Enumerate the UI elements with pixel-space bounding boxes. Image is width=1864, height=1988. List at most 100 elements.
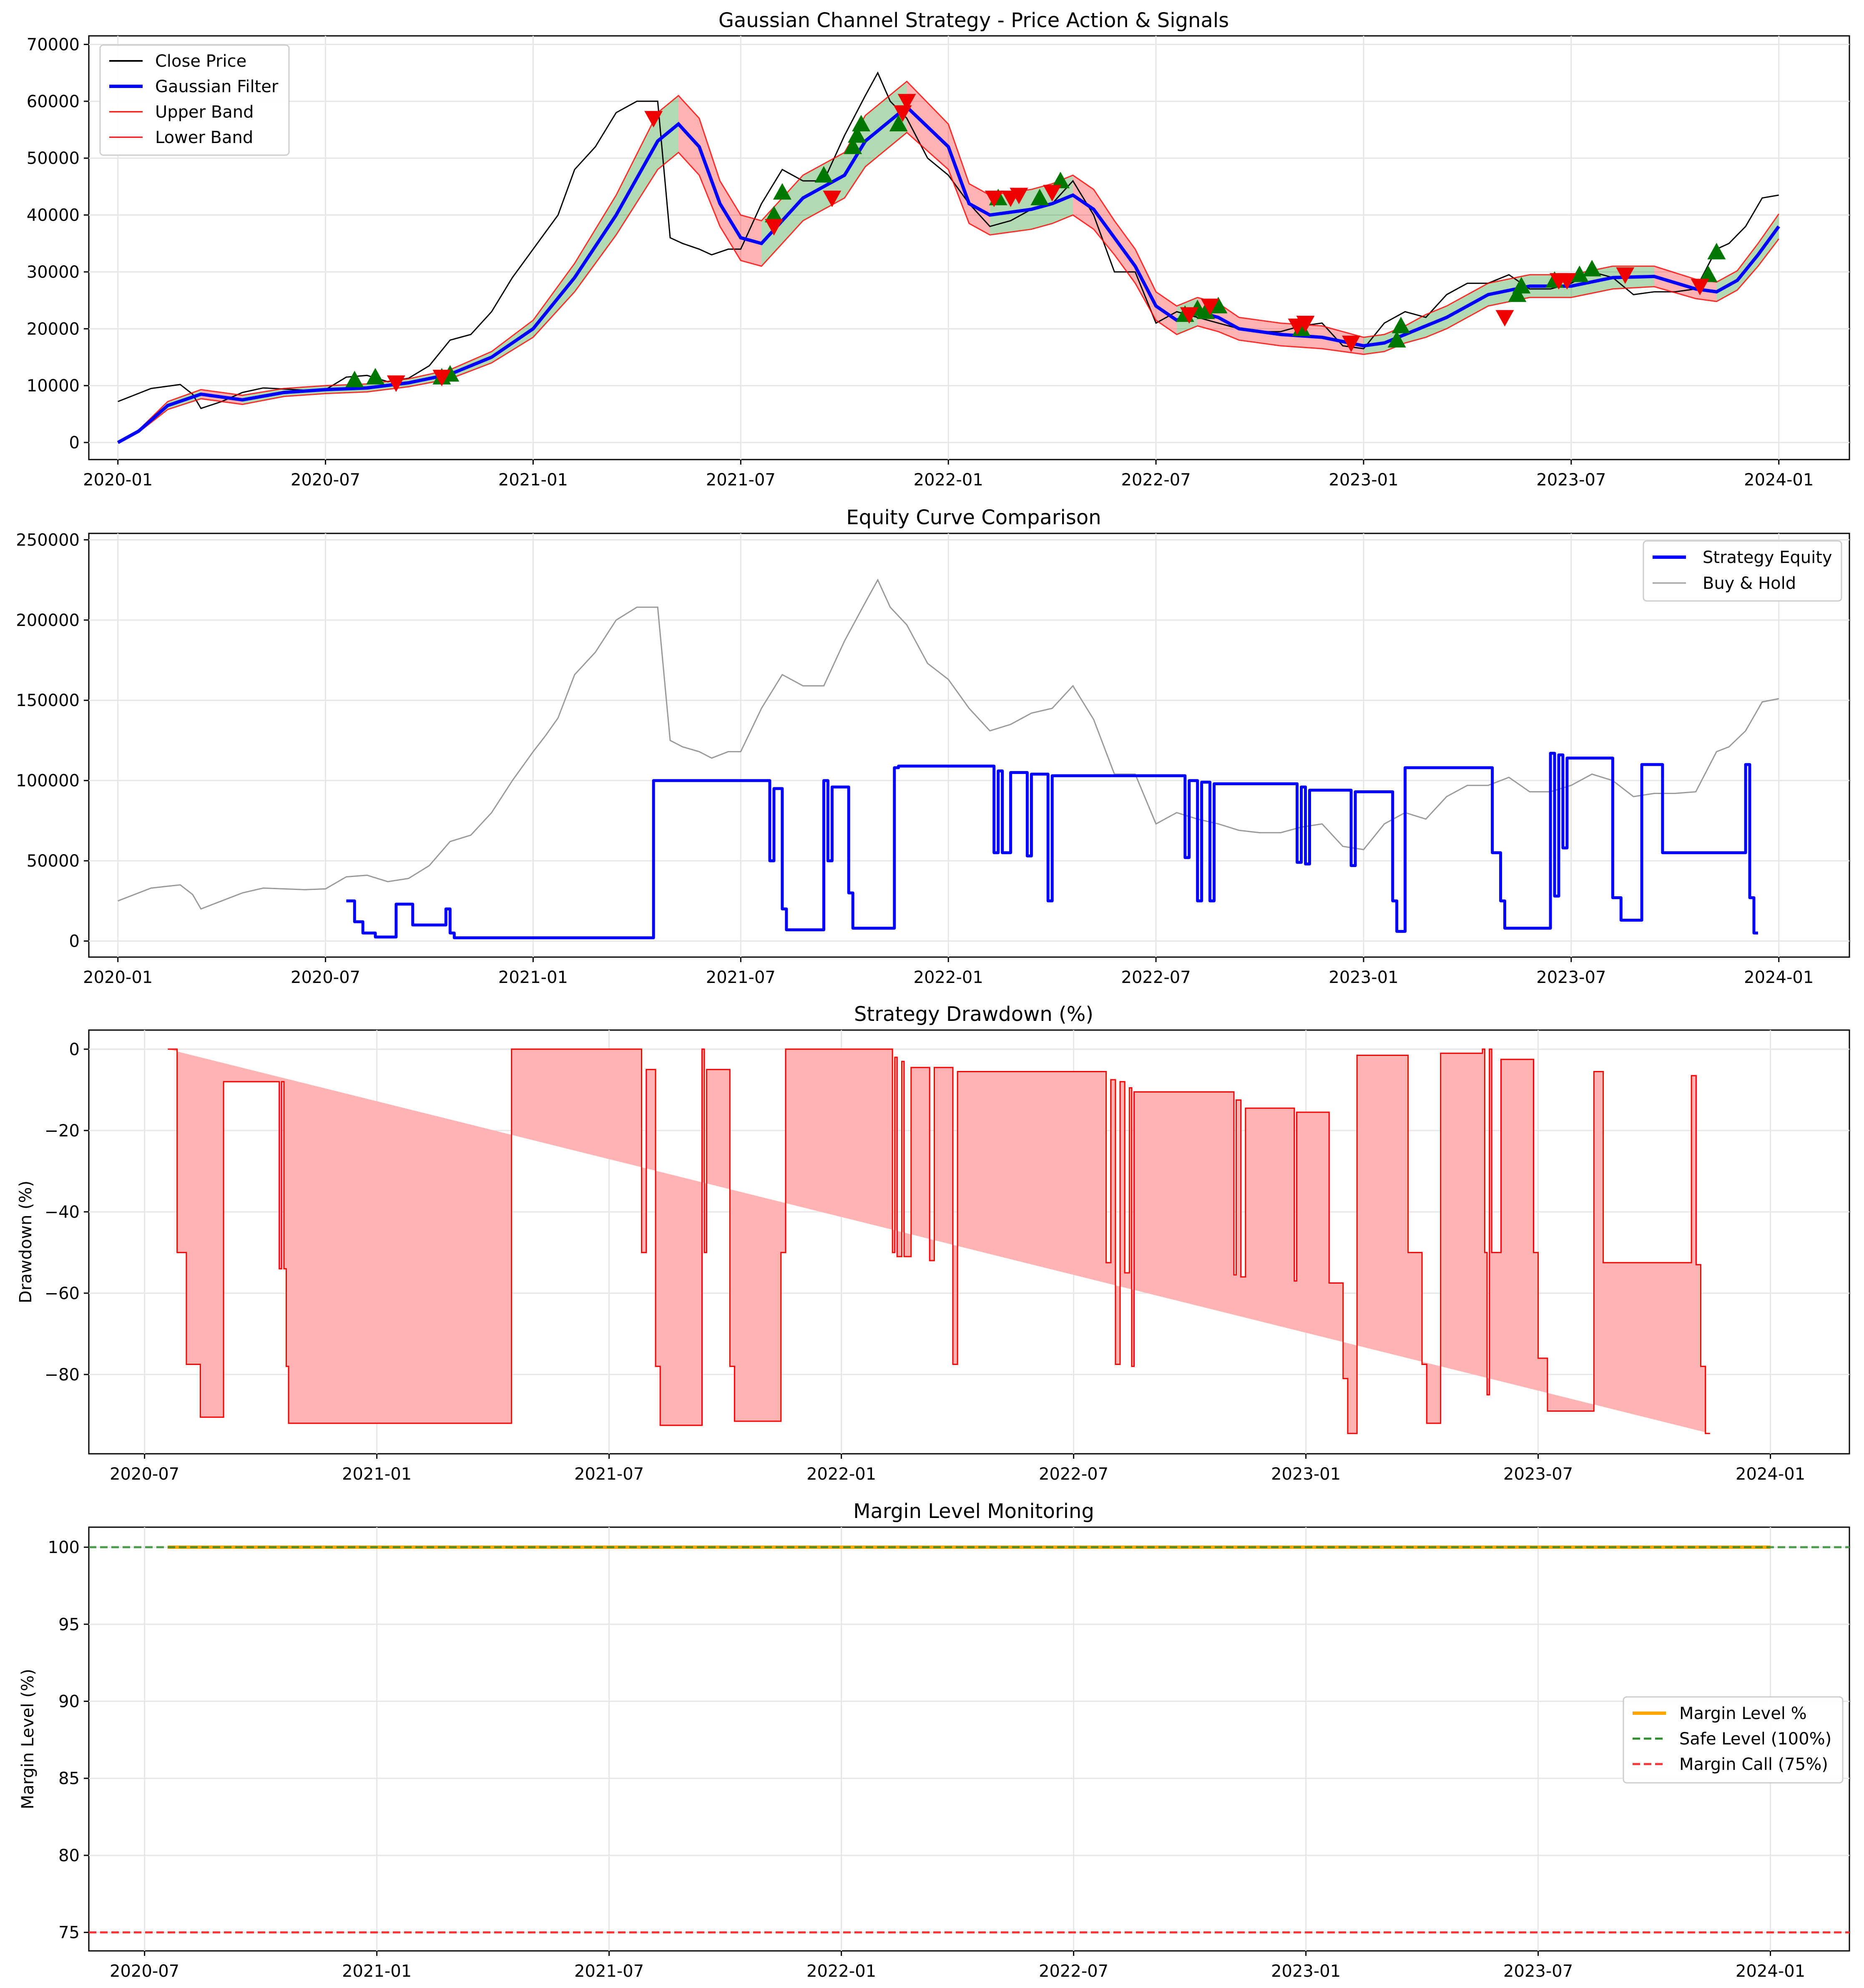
equity-xtick-label: 2021-07 (706, 968, 776, 987)
sell-signal-marker (1201, 299, 1219, 315)
margin-ylabel: Margin Level (%) (18, 1669, 38, 1810)
lower-band-line (118, 131, 1779, 443)
margin-xtick-label: 2021-01 (342, 1962, 412, 1981)
equity-plot (118, 578, 1779, 940)
margin-xtick-label: 2024-01 (1736, 1962, 1805, 1981)
buy-signal-marker (1051, 171, 1070, 188)
margin-grid (89, 1527, 1849, 1951)
price-ytick-label: 30000 (27, 263, 80, 282)
margin-ytick-label: 90 (58, 1692, 80, 1711)
margin-ytick-label: 80 (58, 1846, 80, 1865)
sell-signal-marker (644, 111, 663, 128)
drawdown-ticks: 2020-07 2021-01 2021-07 2022-01 2022-07 2023-… (45, 1040, 1806, 1484)
legend-gaussian-label: Gaussian Filter (155, 77, 279, 96)
equity-panel: Equity Curve Comparison 2020-01 2020-07 20… (16, 506, 1850, 987)
buy-signal-marker (1699, 265, 1718, 282)
margin-xtick-label: 2023-07 (1503, 1962, 1573, 1981)
equity-xtick-label: 2023-07 (1536, 968, 1606, 987)
legend-margin-label: Margin Level % (1679, 1704, 1807, 1723)
margin-xtick-label: 2020-07 (110, 1962, 179, 1981)
equity-ytick-label: 200000 (16, 611, 80, 630)
sell-signal-marker (387, 375, 405, 392)
drawdown-xtick-label: 2022-01 (806, 1465, 876, 1484)
channel-fill-segment (616, 113, 658, 235)
drawdown-xtick-label: 2023-01 (1271, 1465, 1341, 1484)
legend-safe-label: Safe Level (100%) (1679, 1729, 1831, 1749)
drawdown-xtick-label: 2022-07 (1039, 1465, 1108, 1484)
buy-signal-marker (1392, 317, 1410, 334)
gaussian-filter-line (117, 105, 1780, 444)
drawdown-panel: Strategy Drawdown (%) 2020-07 2021-01 2021… (16, 1003, 1850, 1484)
equity-xtick-label: 2023-01 (1329, 968, 1398, 987)
price-xtick-label: 2020-01 (83, 470, 153, 490)
drawdown-line (168, 1048, 1710, 1434)
buy-hold-line (118, 578, 1779, 910)
margin-ytick-label: 95 (58, 1615, 80, 1634)
margin-ticks: 2020-07 2021-01 2021-07 2022-01 2022-07 2023-… (48, 1538, 1806, 1981)
sell-signal-marker (1342, 335, 1361, 352)
sell-signal-marker (1691, 279, 1709, 296)
buy-signal-marker (366, 368, 385, 385)
legend-close-label: Close Price (155, 52, 246, 71)
buy-signal-marker (852, 115, 871, 131)
buy-signal-marker (1570, 265, 1589, 282)
legend-lower-label: Lower Band (155, 128, 253, 147)
price-xtick-label: 2020-07 (291, 470, 360, 490)
drawdown-ytick-label: −60 (45, 1284, 80, 1303)
price-xtick-label: 2021-07 (706, 470, 776, 490)
sell-signal-marker (897, 94, 916, 111)
buy-signal-marker (814, 166, 833, 183)
margin-title: Margin Level Monitoring (853, 1500, 1094, 1523)
legend-upper-label: Upper Band (155, 103, 254, 122)
price-xtick-label: 2022-07 (1121, 470, 1191, 490)
margin-ytick-label: 100 (48, 1538, 80, 1557)
price-ytick-label: 40000 (27, 206, 80, 225)
price-xtick-label: 2021-01 (498, 470, 568, 490)
drawdown-ytick-label: −40 (45, 1203, 80, 1222)
equity-legend: Strategy Equity Buy & Hold (1643, 540, 1842, 602)
drawdown-ytick-label: −80 (45, 1365, 80, 1385)
price-plot (117, 71, 1780, 444)
sell-signal-marker (1558, 273, 1576, 290)
drawdown-plot (168, 1048, 1710, 1434)
sell-signal-marker (1296, 316, 1315, 332)
equity-xtick-label: 2022-01 (914, 968, 983, 987)
drawdown-xtick-label: 2023-07 (1503, 1465, 1573, 1484)
equity-xtick-label: 2024-01 (1744, 968, 1814, 987)
price-ytick-label: 60000 (27, 92, 80, 111)
buy-signal-marker (1387, 331, 1406, 348)
equity-legend-box (1643, 540, 1842, 602)
drawdown-axes-frame (88, 1029, 1850, 1455)
price-panel: Gaussian Channel Strategy - Price Action… (27, 9, 1850, 490)
buy-signal-marker (1583, 260, 1601, 276)
drawdown-title: Strategy Drawdown (%) (854, 1003, 1093, 1026)
price-xtick-label: 2022-01 (914, 470, 983, 490)
margin-plot (89, 1546, 1849, 1934)
sell-signal-marker (1043, 185, 1062, 202)
drawdown-xtick-label: 2020-07 (110, 1465, 179, 1484)
margin-xtick-label: 2022-01 (806, 1962, 876, 1981)
price-ytick-label: 50000 (27, 149, 80, 168)
sell-signal-marker (823, 191, 842, 207)
margin-ytick-label: 75 (58, 1923, 80, 1943)
price-grid (89, 36, 1849, 460)
price-ticks: 2020-01 2020-07 2021-01 2021-07 2022-01 2022-… (27, 35, 1814, 490)
margin-xtick-label: 2022-07 (1039, 1962, 1108, 1981)
close-price-line (118, 71, 1779, 410)
equity-xtick-label: 2020-01 (83, 968, 153, 987)
buy-signal-marker (848, 126, 867, 143)
price-legend-box (99, 44, 290, 156)
equity-ytick-label: 50000 (27, 852, 80, 871)
margin-xtick-label: 2023-01 (1271, 1962, 1341, 1981)
equity-ticks: 2020-01 2020-07 2021-01 2021-07 2022-01 2022-… (16, 530, 1814, 987)
buy-signal-marker (844, 137, 862, 154)
equity-xtick-label: 2020-07 (291, 968, 360, 987)
equity-ytick-label: 0 (69, 932, 80, 951)
buy-signal-marker (764, 206, 783, 223)
price-ytick-label: 0 (69, 433, 80, 452)
price-xtick-label: 2023-07 (1536, 470, 1606, 490)
price-axes-frame (88, 35, 1850, 460)
price-title: Gaussian Channel Strategy - Price Action… (718, 9, 1229, 32)
sell-signal-marker (1495, 310, 1514, 327)
